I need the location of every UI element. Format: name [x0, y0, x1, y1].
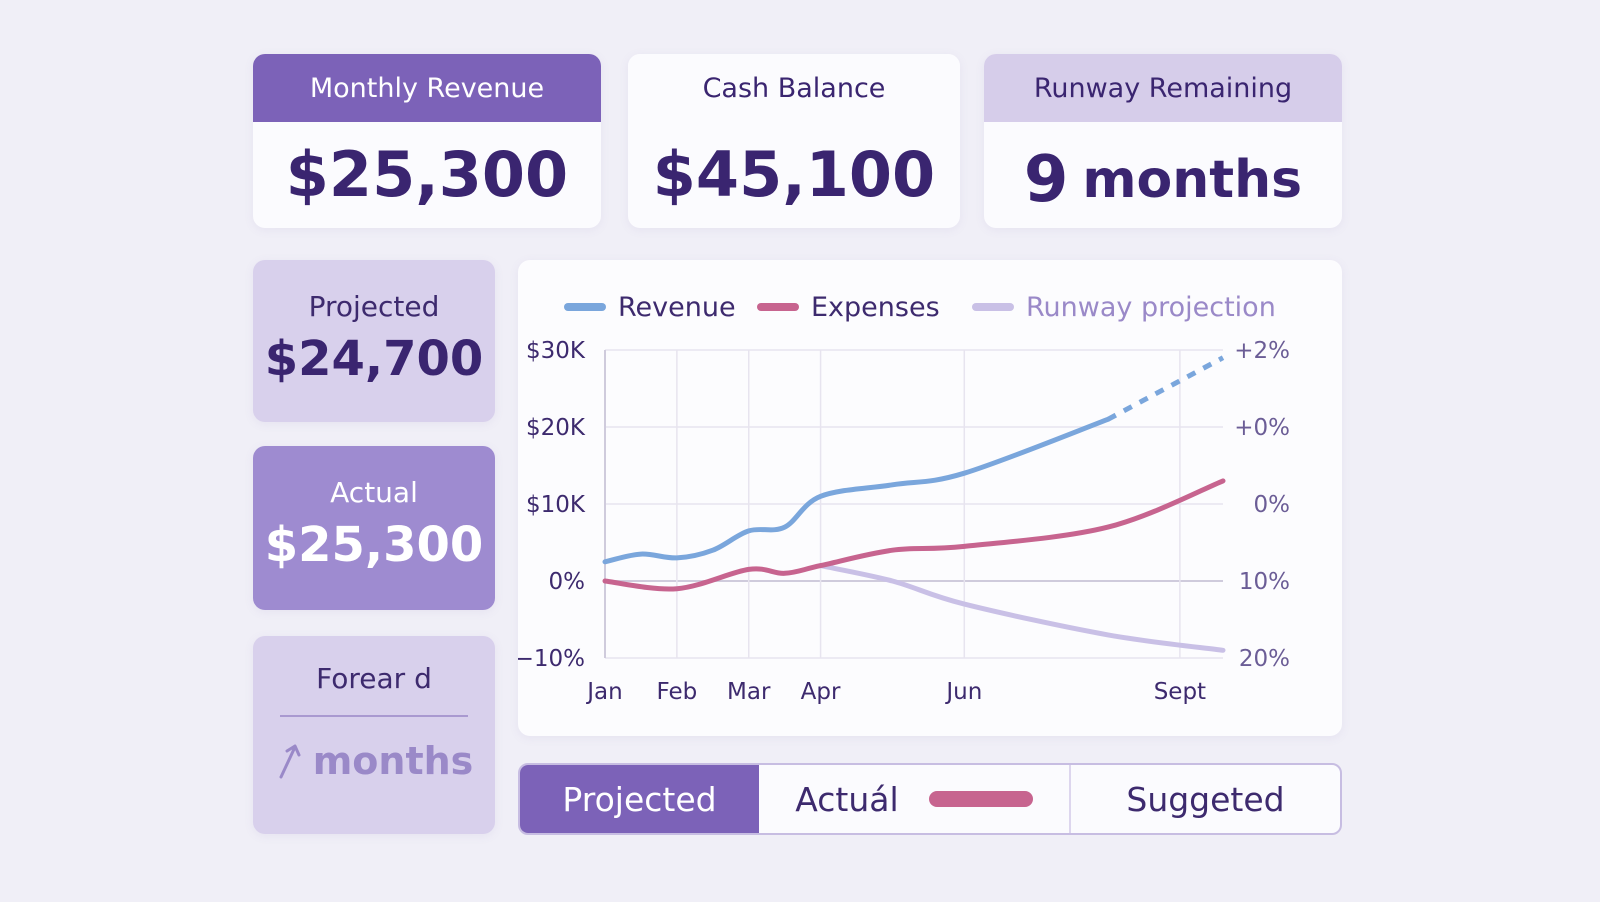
x-tick-label: Mar [727, 679, 771, 705]
forecast-row: months [275, 739, 474, 783]
runway-number: 9 [1023, 143, 1069, 217]
y-tick-label-left: $30K [526, 338, 586, 364]
cash-balance-card: Cash Balance $45,100 [628, 54, 960, 228]
forecast-value: months [312, 739, 474, 783]
cash-balance-label: Cash Balance [628, 54, 960, 122]
runway-unit: months [1082, 150, 1303, 210]
y-tick-label-right: +2% [1234, 338, 1290, 364]
cash-balance-value: $45,100 [652, 137, 936, 211]
y-tick-label-left: $10K [526, 492, 586, 518]
monthly-revenue-value: $25,300 [285, 137, 569, 211]
chart-canvas: $30K +2% $20K +0% $10K 0% 0% 10% −10% 20% Jan Feb Ma… [518, 292, 1291, 705]
series-line-revenue-projected [1106, 355, 1225, 422]
y-tick-label-left: $20K [526, 415, 586, 441]
revenue-expenses-chart: $30K +2% $20K +0% $10K 0% 0% 10% −10% 20% Jan Feb Ma… [518, 260, 1342, 736]
legend-label-runway-projection: Runway projection [1026, 292, 1276, 323]
runway-remaining-label: Runway Remaining [984, 54, 1342, 122]
runway-remaining-card: Runway Remaining 9 months [984, 54, 1342, 228]
x-tick-label: Sept [1154, 679, 1206, 705]
arrow-up-icon [279, 744, 301, 779]
expenses-color-swatch [928, 791, 1033, 807]
projected-value: $24,700 [264, 331, 484, 387]
actual-card: Actual $25,300 [253, 446, 495, 610]
runway-remaining-value: 9 months [984, 122, 1342, 228]
y-tick-label-right: 10% [1239, 569, 1290, 595]
monthly-revenue-label: Monthly Revenue [253, 54, 601, 122]
legend-label-revenue: Revenue [618, 292, 736, 323]
forecast-divider [280, 715, 468, 717]
series-line-runway-projection [818, 563, 1226, 653]
y-tick-label-left: −10% [518, 646, 585, 672]
actual-label: Actual [330, 476, 418, 509]
monthly-revenue-card: Monthly Revenue $25,300 [253, 54, 601, 228]
legend-label-expenses: Expenses [811, 292, 940, 323]
x-tick-label: Feb [656, 679, 697, 705]
segment-projected[interactable]: Projected [520, 765, 759, 833]
y-tick-label-right: 0% [1254, 492, 1291, 518]
projected-label: Projected [308, 290, 440, 323]
forecast-card: Forear d months [253, 636, 495, 834]
x-tick-label: Jun [944, 679, 982, 705]
segment-actual-label: Actuál [795, 779, 899, 819]
view-segmented-control: Projected Actuál Suggeted [518, 763, 1342, 835]
actual-value: $25,300 [264, 517, 484, 573]
series-line-expenses [602, 478, 1226, 592]
segment-suggested[interactable]: Suggeted [1126, 779, 1285, 819]
projected-card: Projected $24,700 [253, 260, 495, 422]
forecast-label: Forear d [316, 662, 432, 695]
x-tick-label: Apr [801, 679, 841, 705]
series-line-revenue [602, 416, 1111, 565]
y-tick-label-right: +0% [1234, 415, 1290, 441]
y-tick-label-right: 20% [1239, 646, 1290, 672]
y-tick-label-left: 0% [549, 569, 586, 595]
segment-actual[interactable]: Actuál [759, 765, 1071, 833]
x-tick-label: Jan [585, 679, 622, 705]
